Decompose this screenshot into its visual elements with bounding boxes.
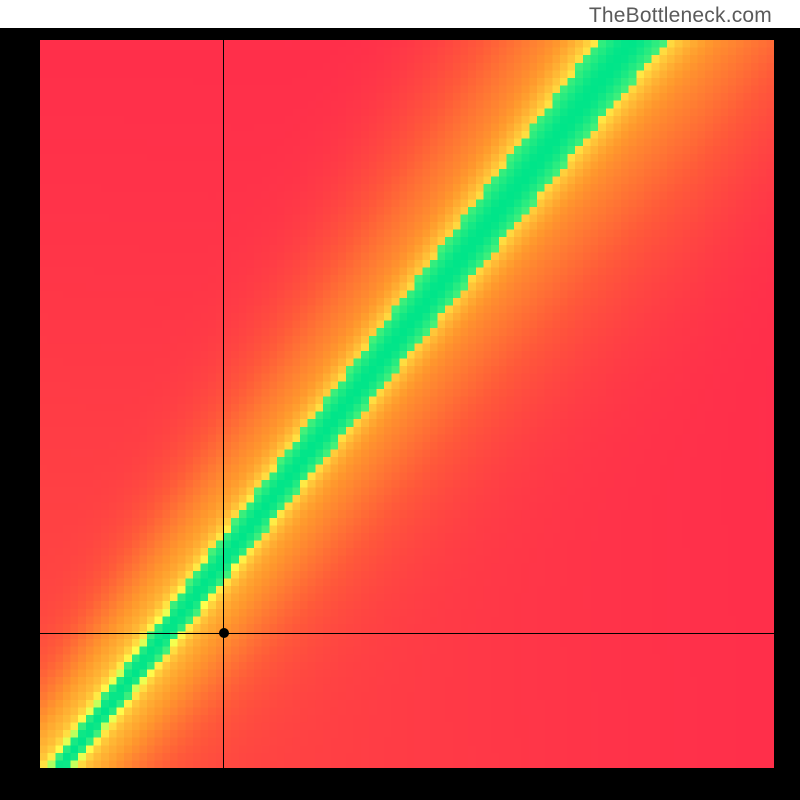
bottleneck-heatmap xyxy=(40,40,774,768)
chart-frame-bottom xyxy=(0,768,800,800)
crosshair-vertical xyxy=(223,40,224,768)
chart-frame-left xyxy=(0,28,40,800)
chart-frame-top xyxy=(0,28,800,40)
crosshair-point xyxy=(219,628,229,638)
crosshair-horizontal xyxy=(40,633,774,634)
watermark-text: TheBottleneck.com xyxy=(589,4,772,28)
chart-frame-right xyxy=(774,28,800,800)
